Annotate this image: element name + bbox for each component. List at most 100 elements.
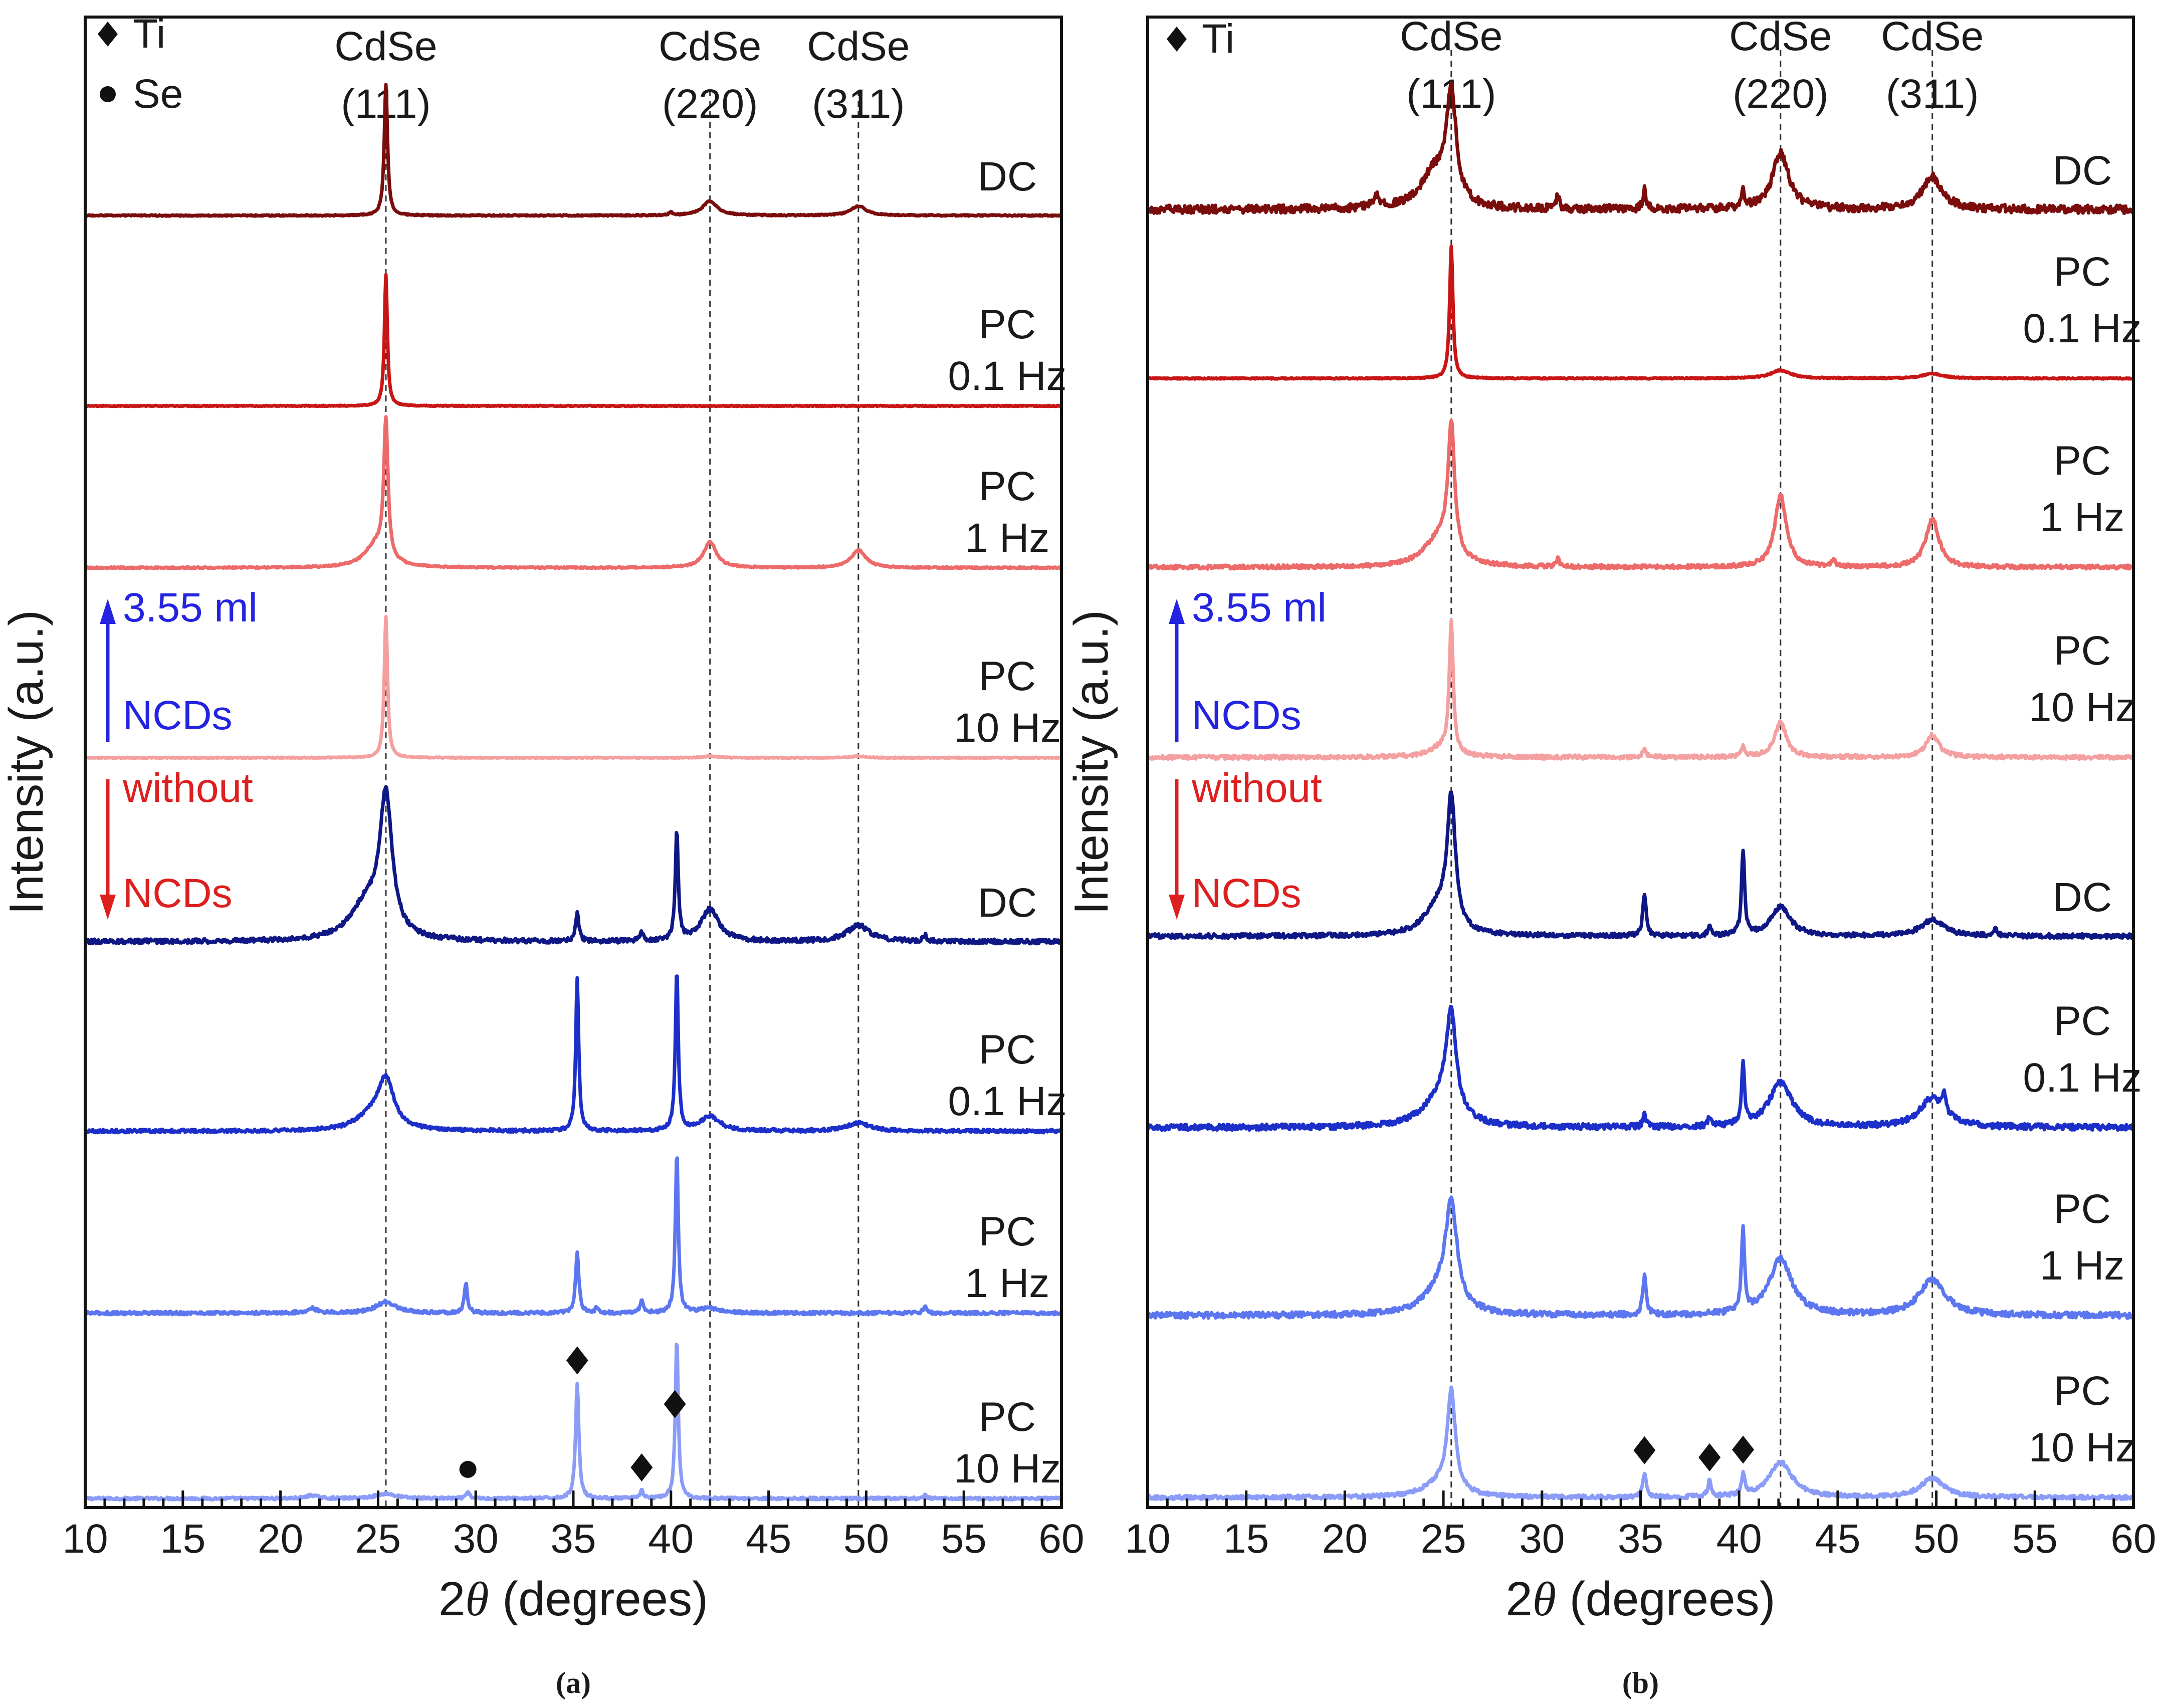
x-axis-label-suffix: (degrees) [1556,1572,1776,1626]
x-tick-label: 40 [648,1516,694,1562]
series-label: DC [978,154,1037,199]
reference-label: CdSe [659,24,761,69]
legend-circle-icon [100,86,116,102]
arrow-down-icon [1169,895,1185,920]
x-tick-label: 40 [1716,1516,1762,1562]
x-axis-label-symbol: θ [465,1572,489,1626]
group-annotation-label: 3.55 ml [1192,585,1327,630]
series-label-sub: 0.1 Hz [948,353,1067,399]
series-label: PC [979,654,1036,699]
arrow-up-icon [1169,599,1185,624]
plot-frame [1146,16,2135,1509]
series-label: PC [979,302,1036,347]
legend-label: Ti [1202,16,1234,62]
x-axis-label: 2θ (degrees) [439,1572,708,1626]
x-axis-label-suffix: (degrees) [489,1572,709,1626]
arrow-up-icon [100,599,116,624]
xrd-series-line [84,1156,1063,1317]
reference-index: (220) [662,81,758,127]
xrd-series-line [1146,419,2135,571]
series-label-sub: 10 Hz [954,1446,1061,1491]
series-label: PC [979,1027,1036,1073]
series-label: PC [2054,438,2111,484]
x-tick-label: 30 [1519,1516,1565,1562]
ti-marker-icon [1633,1436,1656,1464]
legend-label: Ti [133,11,165,57]
series-label-sub: 10 Hz [2029,1425,2136,1470]
series-label-sub: 1 Hz [965,515,1050,561]
series-label-sub: 1 Hz [2040,1243,2125,1289]
x-tick-label: 35 [550,1516,596,1562]
series-label-sub: 10 Hz [2029,685,2136,730]
xrd-series-line [84,83,1063,218]
reference-label: CdSe [1729,14,1832,59]
se-marker-icon [459,1460,477,1478]
ti-marker-icon [1698,1443,1721,1471]
x-tick-label: 20 [258,1516,303,1562]
x-tick-label: 25 [355,1516,401,1562]
group-annotation-label: NCDs [1192,693,1302,738]
reference-label: CdSe [1400,14,1502,59]
panel-label: (a) [556,1666,591,1699]
x-tick-label: 10 [62,1516,108,1562]
xrd-series-line [84,1343,1062,1502]
ti-marker-icon [566,1346,588,1375]
xrd-series-line [84,614,1062,760]
series-label: PC [2054,1186,2111,1232]
group-annotation-label: NCDs [123,693,233,738]
reference-index: (220) [1733,71,1828,117]
reference-label: CdSe [807,24,910,69]
x-tick-label: 60 [2110,1516,2156,1562]
panel-label: (b) [1622,1666,1659,1699]
x-axis-label: 2θ (degrees) [1505,1572,1775,1626]
legend-diamond-icon [98,22,118,47]
x-tick-label: 55 [2012,1516,2058,1562]
reference-index: (311) [812,81,905,127]
reference-index: (311) [1886,71,1979,117]
group-annotation-label: NCDs [123,871,233,916]
x-tick-label: 50 [843,1516,889,1562]
series-label: PC [2054,249,2111,295]
x-tick-label: 50 [1913,1516,1959,1562]
xrd-series-line [84,785,1062,946]
x-tick-label: 20 [1322,1516,1368,1562]
reference-label: CdSe [334,24,437,69]
group-annotation-label: without [122,765,253,811]
series-label: PC [979,1394,1036,1440]
series-label-sub: 1 Hz [2040,495,2125,540]
xrd-series-line [84,415,1063,570]
series-label-sub: 0.1 Hz [2023,1055,2142,1101]
series-label: PC [2054,1368,2111,1414]
x-tick-label: 45 [1815,1516,1860,1562]
group-annotation-label: NCDs [1192,871,1302,916]
reference-label: CdSe [1881,14,1984,59]
x-axis-label-prefix: 2 [439,1572,465,1626]
series-label: DC [978,880,1037,926]
x-tick-label: 15 [1223,1516,1269,1562]
plot-frame [84,16,1063,1509]
x-tick-label: 60 [1038,1516,1084,1562]
x-tick-label: 15 [160,1516,205,1562]
group-annotation-label: 3.55 ml [123,585,258,630]
xrd-series-line [84,273,1062,408]
xrd-series-line [1147,1195,2134,1320]
xrd-series-line [84,974,1063,1135]
ti-marker-icon [630,1453,653,1481]
x-tick-label: 55 [941,1516,987,1562]
legend-label: Se [133,71,183,117]
y-axis-label: Intensity (a.u.) [0,610,53,915]
group-annotation-label: without [1191,765,1322,811]
x-tick-label: 10 [1125,1516,1170,1562]
series-label: PC [2054,628,2111,674]
x-tick-label: 45 [746,1516,791,1562]
series-label: DC [2053,148,2112,193]
arrow-down-icon [100,895,116,920]
xrd-series-line [1146,1005,2135,1132]
ti-marker-icon [1732,1435,1755,1464]
series-label-sub: 0.1 Hz [948,1079,1067,1124]
series-label: DC [2053,875,2112,920]
xrd-series-line [1146,81,2134,216]
legend-diamond-icon [1167,27,1187,52]
